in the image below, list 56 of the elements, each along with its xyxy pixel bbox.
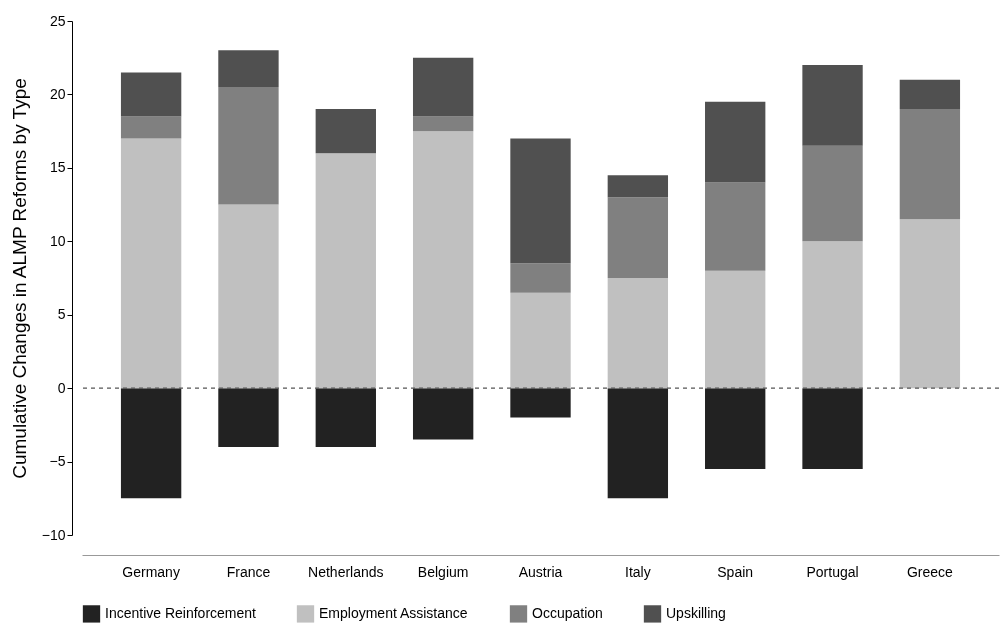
bar [510, 138, 571, 264]
x-tick-label: Germany [122, 563, 180, 580]
bar [120, 72, 182, 117]
bar [899, 219, 961, 389]
x-tick-label: Italy [625, 563, 651, 580]
y-tick-label: 20 [49, 85, 66, 102]
bar [607, 278, 669, 389]
bar [802, 145, 863, 242]
bar [607, 175, 669, 198]
bar [120, 388, 182, 499]
bar [315, 109, 376, 154]
legend-label: Employment Assistance [319, 604, 468, 621]
bar [510, 263, 571, 293]
bar [412, 388, 474, 440]
x-tick-label: France [226, 563, 271, 580]
bar [607, 197, 669, 278]
y-tick-label: 0 [57, 379, 66, 396]
y-tick-label: −10 [41, 526, 66, 543]
bar [412, 116, 474, 132]
y-tick-label: 15 [49, 159, 66, 176]
bar [218, 87, 279, 205]
y-tick-label: 25 [49, 12, 66, 29]
bar [315, 153, 376, 389]
bar [802, 388, 863, 469]
legend-label: Occupation [532, 604, 603, 621]
bar [218, 388, 279, 447]
bar [412, 131, 474, 389]
y-tick-label: 5 [57, 306, 66, 323]
x-tick-label: Austria [518, 563, 563, 580]
y-axis-title: Cumulative Changes in ALMP Reforms by Type [8, 78, 30, 479]
bar [510, 388, 571, 418]
bar [120, 138, 182, 389]
bar [802, 65, 863, 146]
x-tick-label: Portugal [806, 563, 859, 580]
x-tick-label: Spain [717, 563, 754, 580]
bar [899, 109, 961, 220]
bar [412, 57, 474, 117]
bar [899, 79, 961, 110]
x-tick-label: Greece [906, 563, 954, 580]
legend-label: Upskilling [666, 604, 726, 621]
y-tick-label: 10 [49, 232, 66, 249]
bar [705, 388, 766, 469]
bar [705, 101, 766, 183]
bar [705, 270, 766, 389]
x-tick-label: Netherlands [308, 563, 384, 580]
bar [120, 116, 182, 139]
bar [607, 388, 669, 499]
legend-label: Incentive Reinforcement [105, 604, 257, 621]
bar [510, 292, 571, 389]
bar [705, 182, 766, 271]
bar [218, 204, 279, 389]
bar [218, 50, 279, 88]
y-tick-label: −5 [49, 453, 66, 470]
bar [315, 388, 376, 447]
x-tick-label: Belgium [417, 563, 469, 580]
bar [802, 241, 863, 389]
